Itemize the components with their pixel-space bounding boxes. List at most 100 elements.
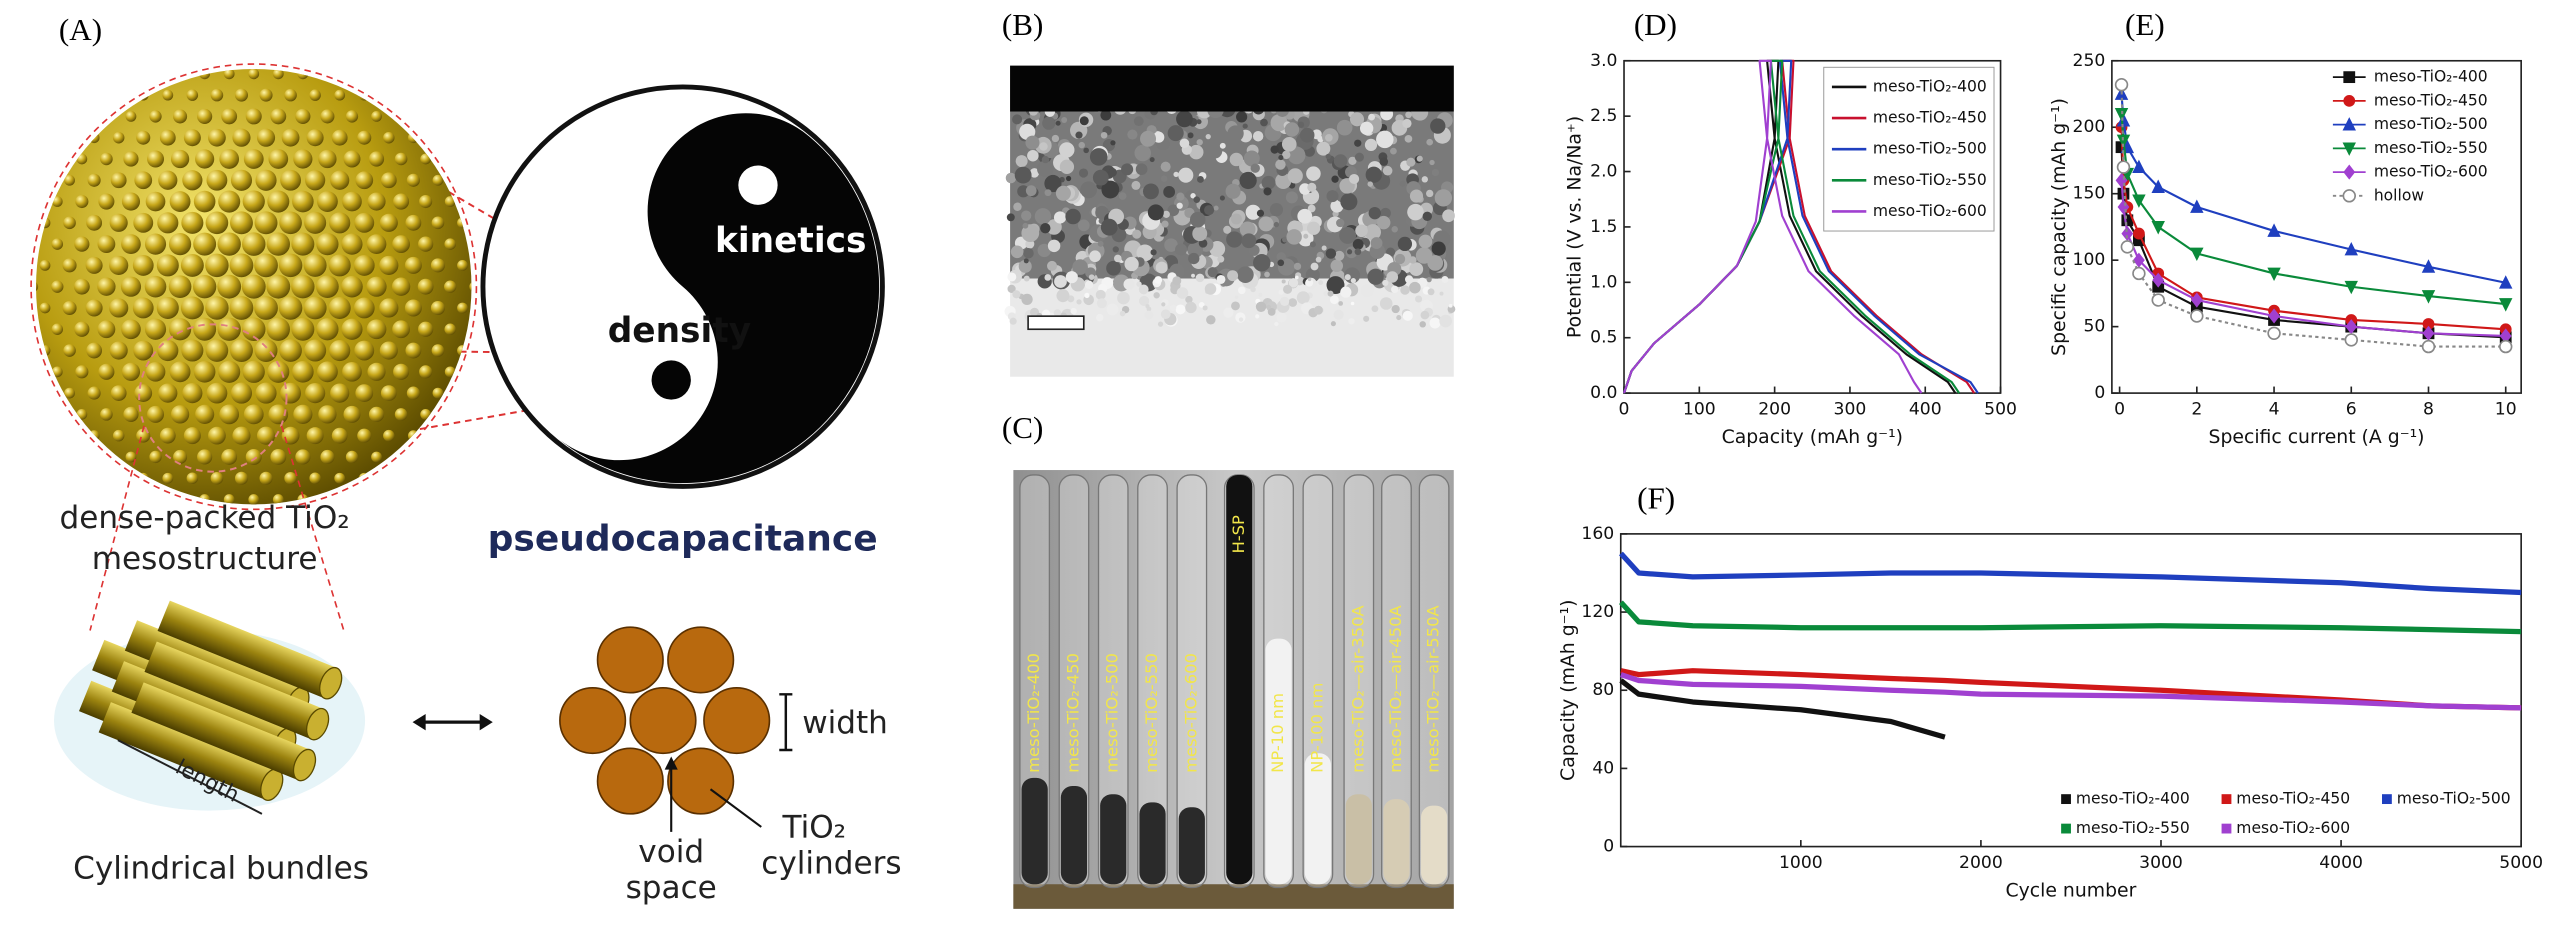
bump [418,321,434,337]
marker [2421,259,2436,273]
tube-content [1421,805,1448,885]
grain [1255,301,1267,312]
grain [1281,236,1288,243]
grain [1426,138,1434,146]
x-tick-label: 0 [2114,399,2125,419]
bump [329,212,351,234]
marker [2342,189,2356,203]
grain [1416,155,1423,162]
chart: 0 100 200 300 400 500 0.0 0.5 1.0 1.5 2.0 2.5 3.0 Cap… [1564,51,2017,448]
grain [1258,216,1274,232]
bump [98,363,115,380]
sem-texture [1004,100,1456,329]
bump [318,149,337,169]
bump [259,471,273,485]
grain [1379,297,1393,310]
bump [51,280,64,293]
bump [255,169,277,191]
grain [1124,256,1139,272]
y-tick-label: 2.5 [1590,106,1617,126]
bump [266,317,290,341]
tube-content [1060,786,1088,885]
grain [1138,284,1149,295]
grain [1044,189,1052,197]
grain [1243,300,1252,308]
y-tick-label: 1.0 [1590,272,1617,292]
panel-c: meso-TiO₂-400 meso-TiO₂-450 meso-TiO₂-500 m… [1013,470,1454,909]
bump [379,213,398,232]
bump [157,212,179,234]
marker [2267,267,2281,281]
bump [367,192,386,211]
legend-swatch [2221,823,2232,834]
bump [121,234,141,254]
bump [341,275,363,298]
marker [2421,339,2436,354]
grain [1039,142,1048,151]
grain [1258,292,1263,297]
marker [2116,113,2131,127]
grain [1185,301,1197,314]
grain [1017,185,1030,198]
panel-label: (A) [59,12,102,47]
grain [1348,318,1355,325]
x-axis-title: Specific current (A g⁻¹) [2209,427,2425,448]
bump [51,323,64,335]
bump [168,318,192,341]
bump [444,280,457,293]
bump [197,108,213,125]
grain [1225,183,1241,199]
grain [1219,142,1226,149]
grain [1402,118,1412,129]
x-tick-label: 1000 [1779,853,1823,873]
grain [1285,191,1298,204]
grain [1429,159,1435,166]
y-tick-label: 2.0 [1590,162,1617,182]
tube-label: meso-TiO₂—air-450A [1386,604,1405,772]
y-tick-label: 150 [2073,184,2106,204]
grain [1325,248,1337,259]
zoom-circle [138,323,288,473]
bump [219,404,240,425]
bump [379,255,399,275]
panel-label: (E) [2125,7,2165,42]
tube-label: H-SP [1229,515,1248,554]
grain [1189,144,1204,160]
grain [1100,218,1118,236]
grain [1021,210,1032,221]
bump [76,409,88,420]
grain [1009,317,1017,325]
bump [457,345,468,356]
grain [1044,174,1062,193]
bump [254,211,278,235]
tube-content [1178,807,1205,885]
bump [371,111,382,122]
grain [1276,312,1287,323]
bump [368,406,385,422]
bump [272,494,284,505]
series-line [1619,678,1946,740]
bump [432,387,444,399]
black-dot [651,360,691,400]
bump [223,494,235,505]
grain [1350,277,1356,284]
bump [293,404,313,424]
grain [1330,321,1336,327]
grain [1441,275,1449,283]
bump [218,190,241,213]
grain [1330,259,1344,273]
bump [147,150,165,168]
grain [1297,121,1305,128]
legend-label: meso-TiO₂-450 [1873,109,1987,127]
bundles-label: Cylindrical bundles [73,851,369,887]
grain [1236,111,1248,123]
bump [284,471,297,485]
grain [1055,185,1071,201]
grain [1021,224,1040,242]
grain [1354,139,1362,147]
tube-content [1265,638,1292,885]
bump [218,360,241,383]
grain [1059,159,1075,174]
bump [316,318,339,341]
grain [1204,283,1217,295]
